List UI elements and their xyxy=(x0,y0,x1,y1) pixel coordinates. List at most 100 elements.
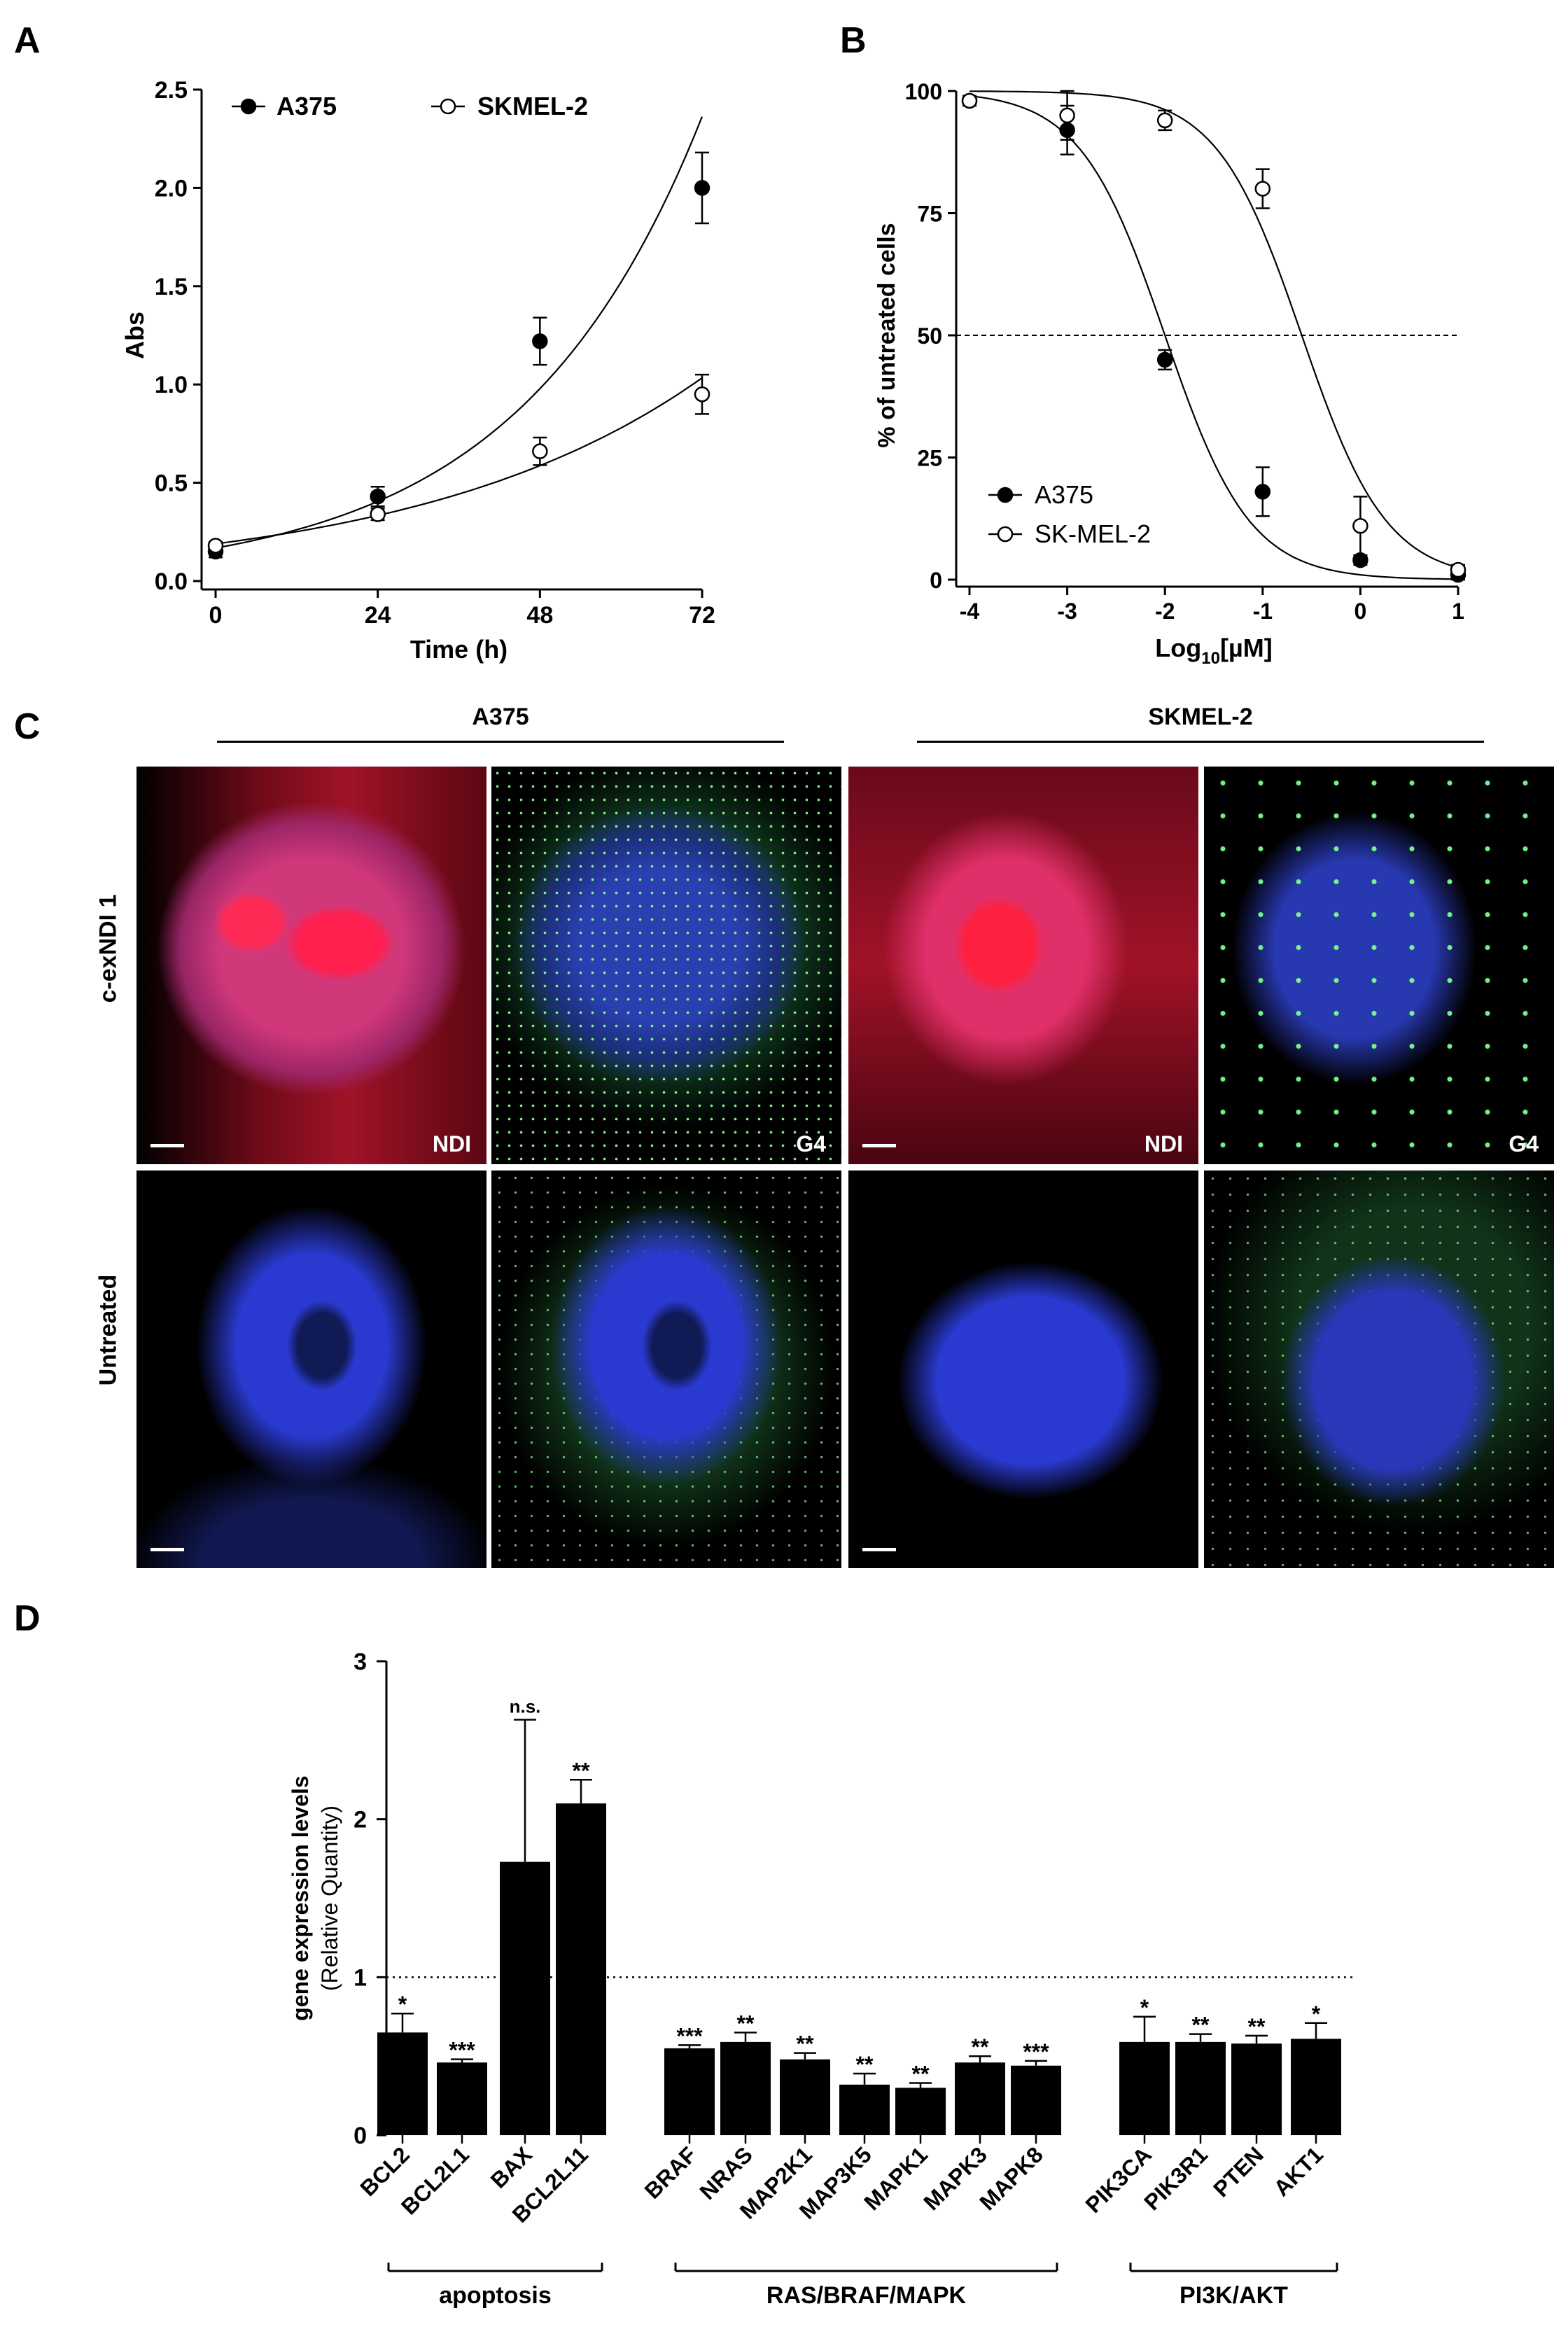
data-point-skmel2 xyxy=(1059,107,1075,124)
data-point-skmel2 xyxy=(1254,181,1271,197)
data-point-skmel2 xyxy=(694,386,710,403)
significance-mark: *** xyxy=(676,2023,703,2048)
fit-curve-skmel2 xyxy=(969,90,1459,568)
micrograph-skmel2-untreated-g4 xyxy=(1204,1171,1554,1568)
bar-pik3ca xyxy=(1119,2041,1170,2135)
x-tick-label: 48 xyxy=(526,602,553,629)
bar-bcl2 xyxy=(377,2032,428,2135)
legend-marker xyxy=(997,526,1014,543)
y-tick-label: 2 xyxy=(354,1807,367,1833)
bar-bax xyxy=(500,1861,550,2135)
group-label: apoptosis xyxy=(439,2282,552,2309)
group-line-skmel2 xyxy=(917,741,1484,743)
category-label-braf: BRAF xyxy=(640,2141,701,2203)
significance-mark: *** xyxy=(1023,2039,1049,2064)
significance-mark: ** xyxy=(573,1758,590,1783)
significance-mark: ** xyxy=(912,2062,930,2087)
category-label-pten: PTEN xyxy=(1208,2141,1268,2202)
fit-curve-skmel2 xyxy=(215,377,703,545)
x-tick-label: -3 xyxy=(1057,599,1077,624)
significance-mark: n.s. xyxy=(510,1696,541,1717)
y-tick-label: 1 xyxy=(354,1964,367,1991)
fit-curve-a375 xyxy=(969,95,1459,580)
bar-nras xyxy=(720,2041,771,2135)
micrograph-skmel2-ndi: NDI xyxy=(848,767,1198,1164)
legend-label: SKMEL-2 xyxy=(477,92,588,120)
y-axis-label: Abs xyxy=(120,312,149,359)
significance-mark: ** xyxy=(972,2034,989,2060)
data-point-skmel2 xyxy=(1450,561,1466,578)
y-tick-label: 1.0 xyxy=(155,372,188,398)
y-axis-label-line1: gene expression levels xyxy=(288,1775,313,2020)
image-label-ndi: NDI xyxy=(432,1131,471,1156)
scale-bar xyxy=(862,1548,896,1551)
category-label-pik3r1: PIK3R1 xyxy=(1139,2141,1212,2215)
legend-marker xyxy=(997,487,1014,503)
category-label-pik3ca: PIK3CA xyxy=(1081,2141,1156,2217)
legend-marker xyxy=(240,98,257,115)
category-label-mapk8: MAPK8 xyxy=(974,2141,1048,2215)
data-point-skmel2 xyxy=(961,92,978,109)
data-point-a375 xyxy=(694,180,710,196)
category-label-bax: BAX xyxy=(486,2141,538,2193)
y-tick-label: 3 xyxy=(354,1649,367,1675)
bar-mapk8 xyxy=(1011,2065,1061,2135)
significance-mark: ** xyxy=(737,2011,755,2036)
x-axis-label: Log10[µM] xyxy=(1155,634,1272,668)
data-point-skmel2 xyxy=(532,443,548,459)
x-axis-label-rest: [µM] xyxy=(1220,634,1273,662)
y-tick-label: 0.0 xyxy=(155,568,188,595)
y-axis-label: % of untreated cells xyxy=(874,223,900,447)
x-tick-label: 1 xyxy=(1452,599,1464,624)
fit-curve-a375 xyxy=(215,116,704,549)
legend-marker xyxy=(440,98,456,115)
panel-letter-c: C xyxy=(14,706,41,747)
significance-mark: ** xyxy=(856,2052,874,2077)
image-label-g4: G4 xyxy=(1508,1131,1539,1156)
y-tick-label: 2.0 xyxy=(155,175,188,202)
category-label-akt1: AKT1 xyxy=(1268,2141,1328,2201)
group-label: RAS/BRAF/MAPK xyxy=(766,2282,967,2309)
x-tick-label: -2 xyxy=(1155,599,1175,624)
x-axis-label: Time (h) xyxy=(410,635,507,664)
y-axis-label-line2: (Relative Quantity) xyxy=(317,1805,342,1991)
y-tick-label: 0.5 xyxy=(155,470,188,497)
micrograph-a375-untreated-dapi xyxy=(136,1171,486,1568)
x-tick-label: -4 xyxy=(960,599,980,624)
micrograph-a375-ndi: NDI xyxy=(136,767,486,1164)
significance-mark: * xyxy=(1140,1995,1149,2020)
scale-bar xyxy=(862,1144,896,1147)
group-line-a375 xyxy=(217,741,784,743)
chart-b: 0 25 50 75 100 -4 -3 -2 -1 0 1 Log10[µM] % of untrea… xyxy=(874,79,1466,668)
bar-mapk3 xyxy=(955,2062,1005,2135)
bar-akt1 xyxy=(1291,2039,1341,2135)
significance-mark: ** xyxy=(1192,2013,1210,2038)
panel-letter-b: B xyxy=(840,20,867,61)
data-point-a375 xyxy=(1254,484,1271,500)
data-point-skmel2 xyxy=(1156,112,1173,129)
bar-pten xyxy=(1231,2043,1282,2135)
x-axis-label-main: Log xyxy=(1155,634,1201,662)
group-label: PI3K/AKT xyxy=(1180,2282,1288,2309)
micrograph-a375-untreated-g4 xyxy=(491,1171,841,1568)
significance-mark: * xyxy=(1312,2001,1321,2027)
y-tick-label: 0 xyxy=(354,2123,367,2149)
bar-mapk1 xyxy=(895,2088,946,2135)
micrograph-skmel2-untreated-dapi xyxy=(848,1171,1198,1568)
significance-mark: ** xyxy=(797,2032,814,2057)
x-tick-label: 72 xyxy=(689,602,715,629)
scale-bar xyxy=(150,1548,184,1551)
bar-map3k5 xyxy=(839,2084,890,2135)
x-tick-label: 24 xyxy=(365,602,391,629)
bar-map2k1 xyxy=(780,2059,830,2135)
data-point-skmel2 xyxy=(1352,517,1368,534)
y-tick-label: 75 xyxy=(917,202,942,227)
data-point-a375 xyxy=(1156,351,1173,368)
data-point-skmel2 xyxy=(370,506,386,522)
y-tick-label: 25 xyxy=(917,446,942,471)
micrograph-a375-g4: G4 xyxy=(491,767,841,1164)
data-point-a375 xyxy=(370,489,386,505)
legend-label: A375 xyxy=(1035,480,1093,509)
